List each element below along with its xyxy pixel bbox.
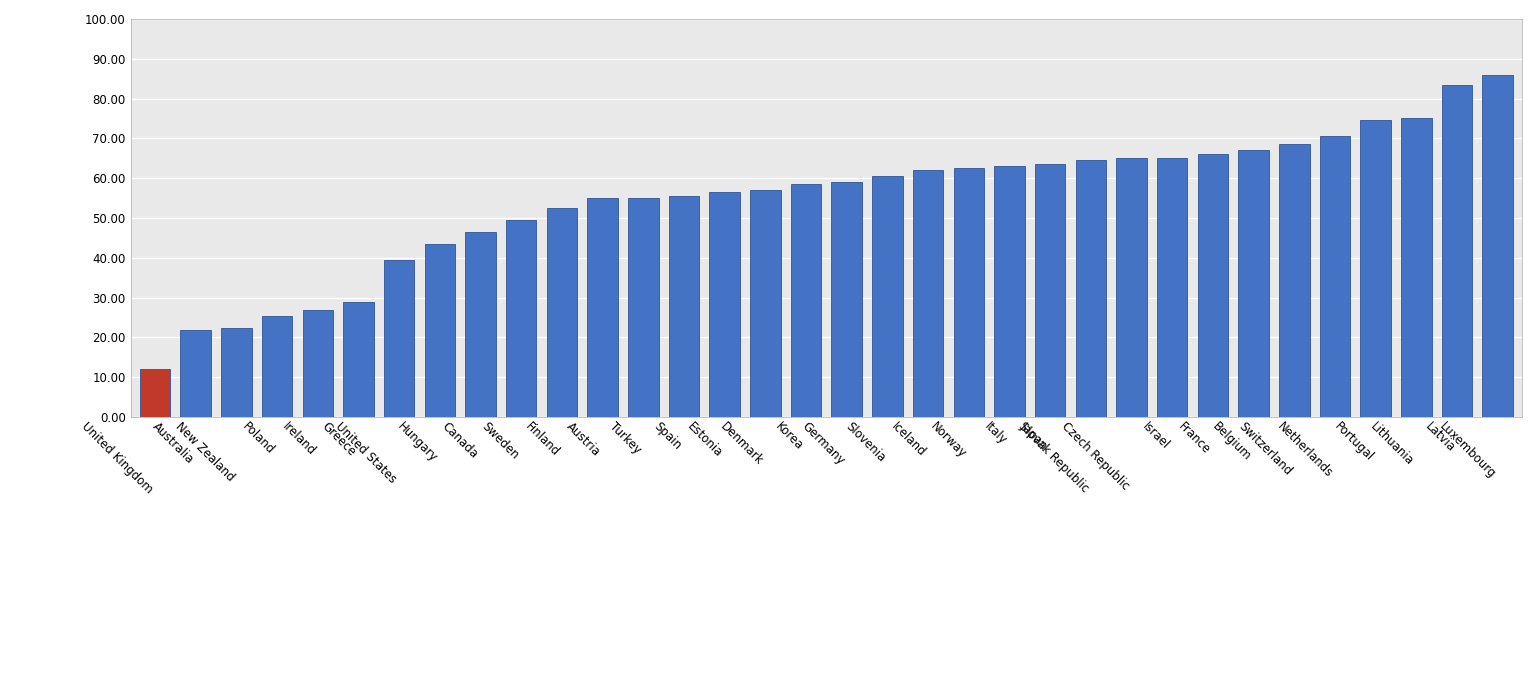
Bar (912, 170, 943, 417)
Bar (587, 198, 617, 417)
Bar (1075, 160, 1106, 417)
Bar (791, 184, 822, 417)
Bar (140, 369, 170, 417)
Bar (872, 176, 903, 417)
Bar (1442, 84, 1473, 417)
Bar (1157, 158, 1187, 417)
Bar (1198, 154, 1229, 417)
Bar (628, 198, 659, 417)
Bar (465, 232, 496, 417)
Bar (994, 166, 1025, 417)
Bar (710, 192, 740, 417)
Bar (831, 182, 862, 417)
Bar (1361, 120, 1392, 417)
Bar (261, 316, 292, 417)
Bar (668, 196, 699, 417)
Bar (424, 244, 455, 417)
Bar (1279, 144, 1310, 417)
Bar (547, 208, 578, 417)
Bar (1035, 165, 1066, 417)
Bar (1117, 158, 1147, 417)
Bar (1238, 150, 1269, 417)
Bar (221, 328, 252, 417)
Bar (954, 168, 985, 417)
Bar (343, 302, 373, 417)
Bar (384, 260, 415, 417)
Bar (1401, 118, 1432, 417)
Bar (303, 309, 333, 417)
Bar (180, 330, 210, 417)
Bar (1319, 137, 1350, 417)
Bar (505, 220, 536, 417)
Bar (1482, 75, 1513, 417)
Bar (750, 190, 780, 417)
